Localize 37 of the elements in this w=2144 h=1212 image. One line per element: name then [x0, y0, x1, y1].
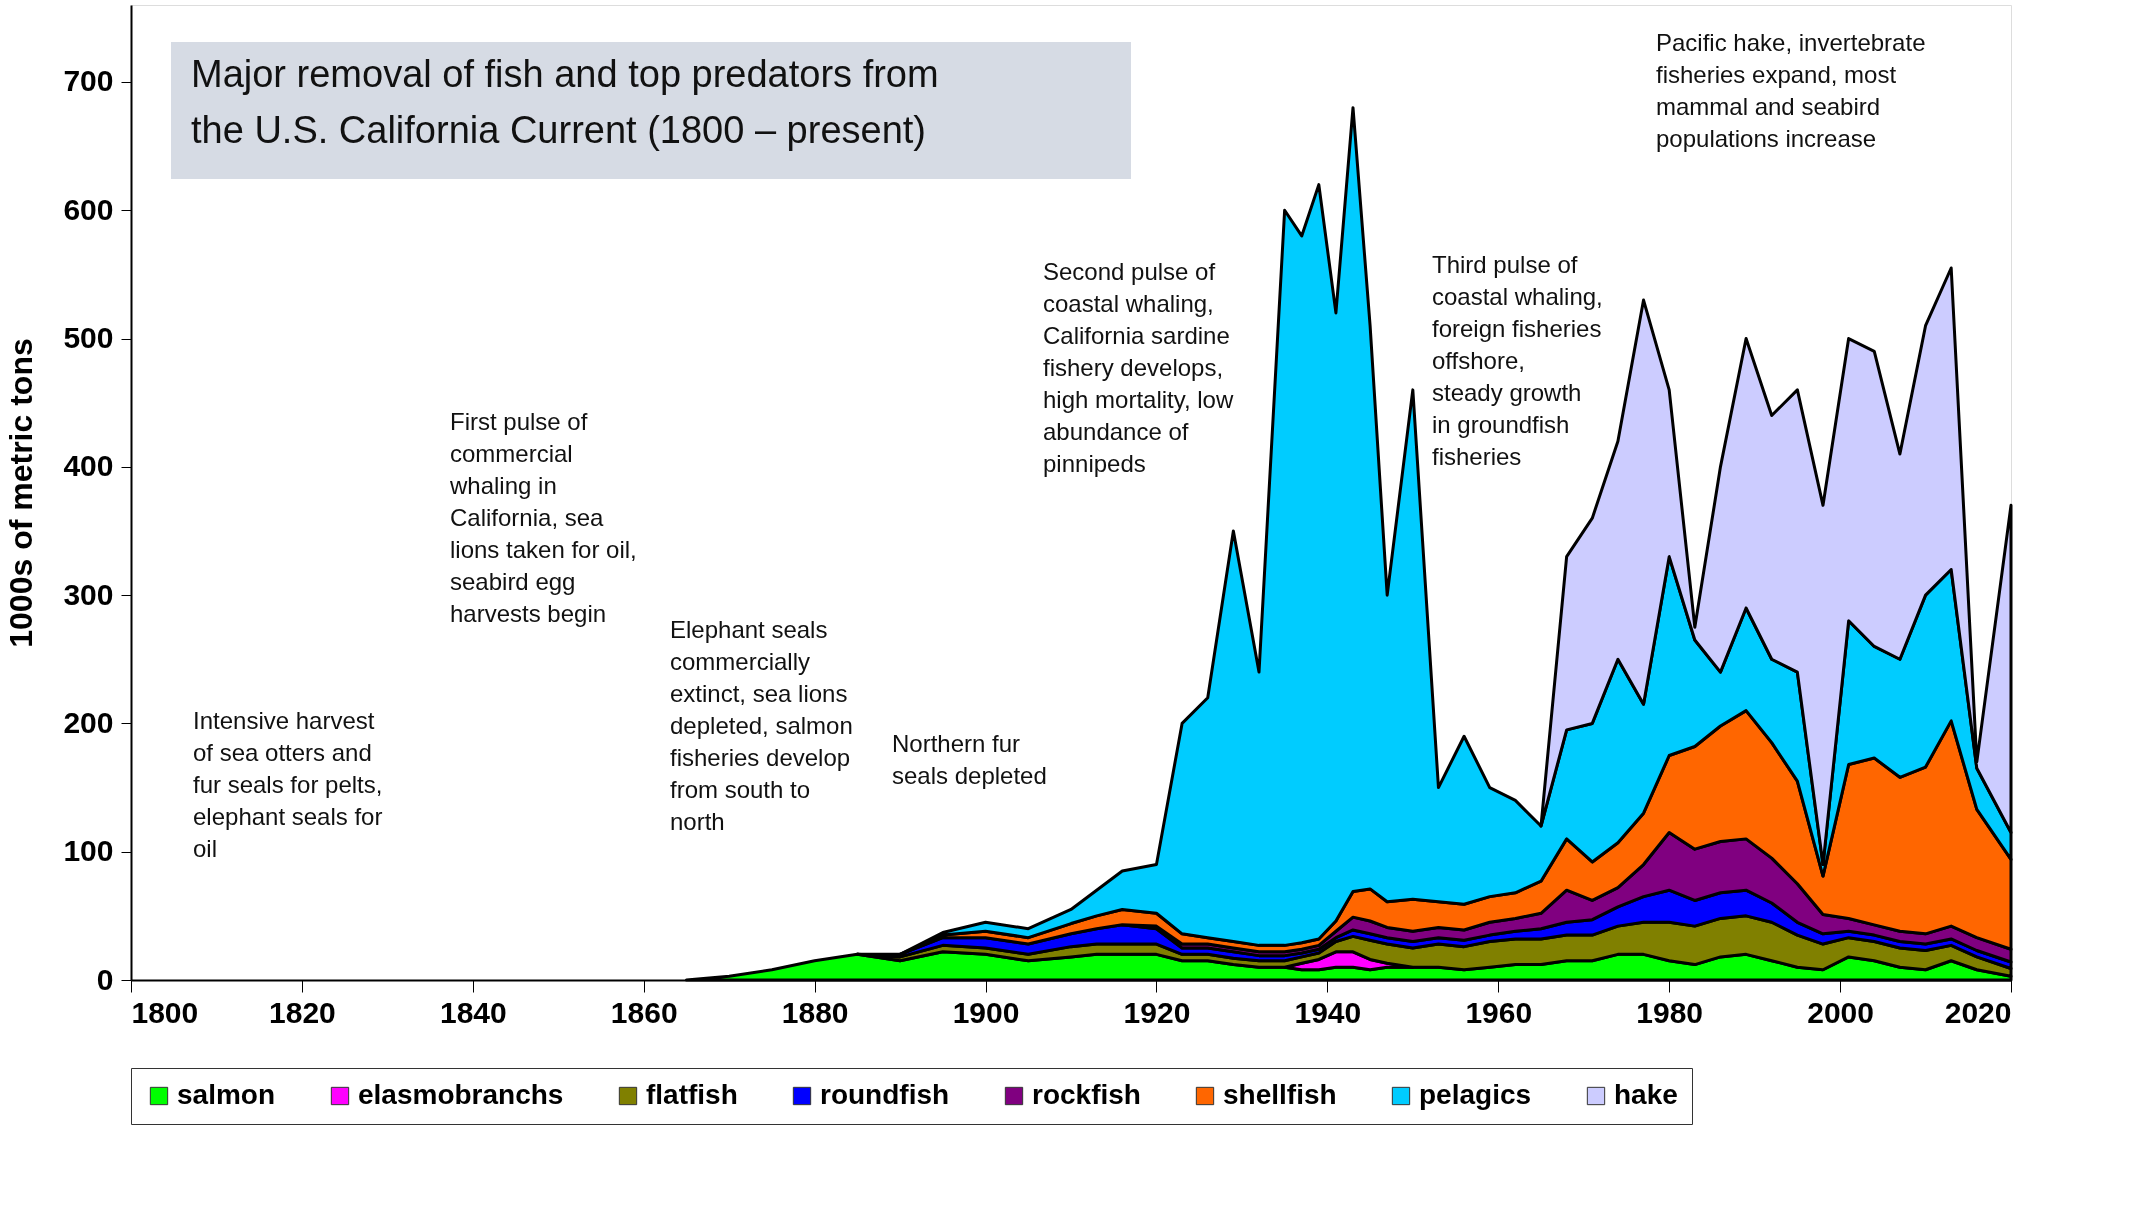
y-tick-label: 0 — [96, 962, 114, 996]
x-tick-label: 2000 — [1807, 995, 1874, 1029]
y-tick-label: 100 — [63, 834, 114, 868]
annotation: Intensive harvest of sea otters and fur seals for pelts, elephant seals for oil — [193, 707, 383, 862]
annotation: Second pulse of coastal whaling, California sardine fishery develops, high mortality, low abundance of pinnipeds — [1043, 258, 1234, 477]
legend-label: salmon — [177, 1079, 276, 1110]
x-tick-label: 1860 — [610, 995, 678, 1029]
x-tick-label: 1820 — [269, 995, 336, 1029]
x-tick-label: 1800 — [131, 995, 199, 1029]
legend-label: flatfish — [646, 1079, 738, 1110]
y-tick-label: 300 — [63, 577, 114, 611]
y-axis-title: 1000s of metric tons — [3, 338, 40, 648]
x-tick-label: 1940 — [1294, 995, 1362, 1029]
text: Major removal of fish and top predators from the U.S. California Current (1800 – present) — [191, 53, 939, 151]
y-tick-label: 400 — [63, 449, 114, 483]
x-tick-label: 1980 — [1636, 995, 1704, 1029]
legend-label: pelagics — [1419, 1079, 1532, 1110]
legend-label: shellfish — [1223, 1079, 1337, 1110]
legend-label: roundfish — [820, 1079, 950, 1110]
x-tick-label: 2020 — [1944, 995, 2012, 1029]
annotation: Northern fur seals depleted — [892, 730, 1047, 789]
x-tick-label: 1920 — [1123, 995, 1191, 1029]
y-tick-label: 200 — [63, 705, 114, 739]
x-tick-label: 1880 — [781, 995, 849, 1029]
y-tick-label: 700 — [63, 64, 114, 98]
x-tick-label: 1900 — [952, 995, 1020, 1029]
annotation: Third pulse of coastal whaling, foreign fisheries offshore, steady growth in groundfish fisheries — [1432, 251, 1603, 470]
y-tick-label: 500 — [63, 321, 114, 355]
x-tick-label: 1840 — [439, 995, 507, 1029]
annotation: Pacific hake, invertebrate fisheries expand, most mammal and seabird populations increase — [1656, 29, 1926, 152]
x-tick-label: 1960 — [1465, 995, 1533, 1029]
annotation: First pulse of commercial whaling in California, sea lions taken for oil, seabird egg harvests begin — [449, 408, 637, 627]
legend-label: elasmobranchs — [358, 1079, 564, 1110]
annotation: Elephant seals commercially extinct, sea lions depleted, salmon fisheries develop from south to north — [670, 616, 853, 835]
legend-label: rockfish — [1032, 1079, 1141, 1110]
y-tick-label: 600 — [63, 192, 114, 226]
legend-label: hake — [1614, 1079, 1678, 1110]
